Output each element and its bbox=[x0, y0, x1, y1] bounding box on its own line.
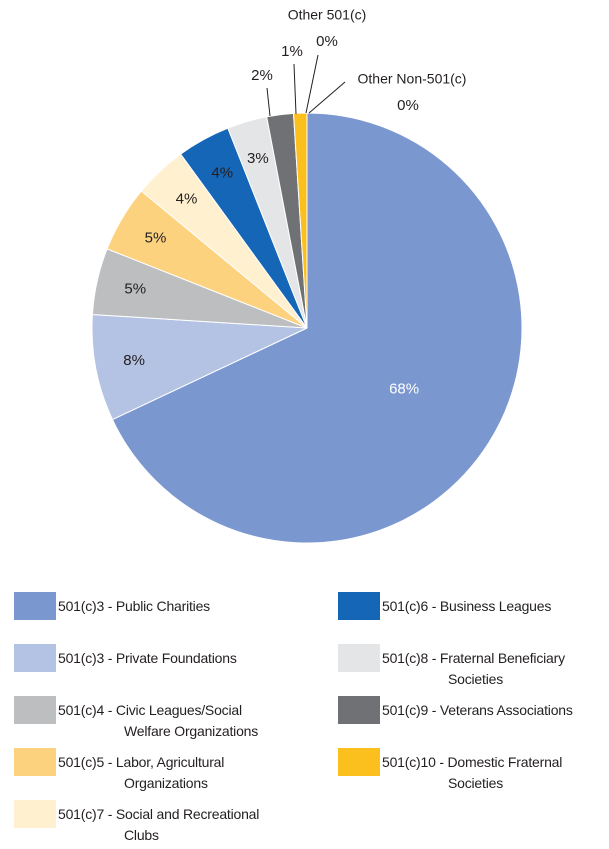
data-label: 4% bbox=[211, 165, 233, 182]
leader-line bbox=[266, 87, 271, 117]
leader-line bbox=[305, 54, 319, 114]
legend-label: 501(c)3 - Private Foundations bbox=[58, 650, 237, 666]
legend-swatch bbox=[14, 748, 56, 776]
legend-label: 501(c)4 - Civic Leagues/Social Welfare O… bbox=[58, 702, 259, 739]
pie-slice bbox=[111, 112, 523, 544]
legend-item: 501(c)7 - Social and Recreational Clubs bbox=[14, 800, 278, 846]
legend-label: 501(c)3 - Public Charities bbox=[58, 598, 210, 614]
slice-name: Other Non-501(c) bbox=[358, 71, 467, 87]
legend-item: 501(c)3 - Private Foundations bbox=[14, 644, 278, 672]
legend-item: 501(c)8 - Fraternal Beneficiary Societie… bbox=[338, 644, 607, 690]
legend-label: 501(c)10 - Domestic Fraternal Societies bbox=[382, 754, 563, 791]
legend-label: 501(c)9 - Veterans Associations bbox=[382, 702, 573, 718]
legend-item: 501(c)6 - Business Leagues bbox=[338, 592, 607, 620]
legend-swatch bbox=[338, 696, 380, 724]
legend-item: 501(c)9 - Veterans Associations bbox=[338, 696, 607, 724]
legend-swatch bbox=[14, 592, 56, 620]
data-label: 0% bbox=[397, 97, 419, 114]
legend-label: 501(c)5 - Labor, Agricultural Organizati… bbox=[58, 754, 225, 791]
leader-line bbox=[308, 81, 346, 114]
data-label: 8% bbox=[123, 352, 145, 369]
data-label: 5% bbox=[145, 229, 167, 246]
legend-swatch bbox=[14, 696, 56, 724]
legend-item: 501(c)3 - Public Charities bbox=[14, 592, 278, 620]
legend-label: 501(c)6 - Business Leagues bbox=[382, 598, 552, 614]
legend-swatch bbox=[338, 644, 380, 672]
slice-name: Other 501(c) bbox=[288, 7, 367, 23]
legend-swatch bbox=[338, 592, 380, 620]
chart: 68% 8% 5% 5% 4% 4% 3% 2% 1% Other 501(c) 0% Other N… bbox=[91, 7, 523, 544]
legend-label: 501(c)7 - Social and Recreational Clubs bbox=[58, 806, 260, 843]
pie-slice bbox=[91, 313, 308, 421]
legend-item: 501(c)5 - Labor, Agricultural Organizati… bbox=[14, 748, 278, 794]
data-label: 1% bbox=[281, 43, 303, 60]
data-label: 2% bbox=[251, 67, 273, 84]
data-label: 0% bbox=[316, 33, 338, 50]
legend-item: 501(c)4 - Civic Leagues/Social Welfare O… bbox=[14, 696, 278, 742]
legend-swatch bbox=[14, 800, 56, 828]
legend-swatch bbox=[338, 748, 380, 776]
data-label: 3% bbox=[247, 150, 269, 167]
pie bbox=[91, 112, 523, 544]
data-label: 4% bbox=[176, 191, 198, 208]
legend-swatch bbox=[14, 644, 56, 672]
legend-item: 501(c)10 - Domestic Fraternal Societies bbox=[338, 748, 607, 794]
leader-line bbox=[293, 63, 297, 115]
data-label: 5% bbox=[124, 281, 146, 298]
data-label: 68% bbox=[389, 381, 419, 398]
legend-label: 501(c)8 - Fraternal Beneficiary Societie… bbox=[382, 650, 565, 687]
